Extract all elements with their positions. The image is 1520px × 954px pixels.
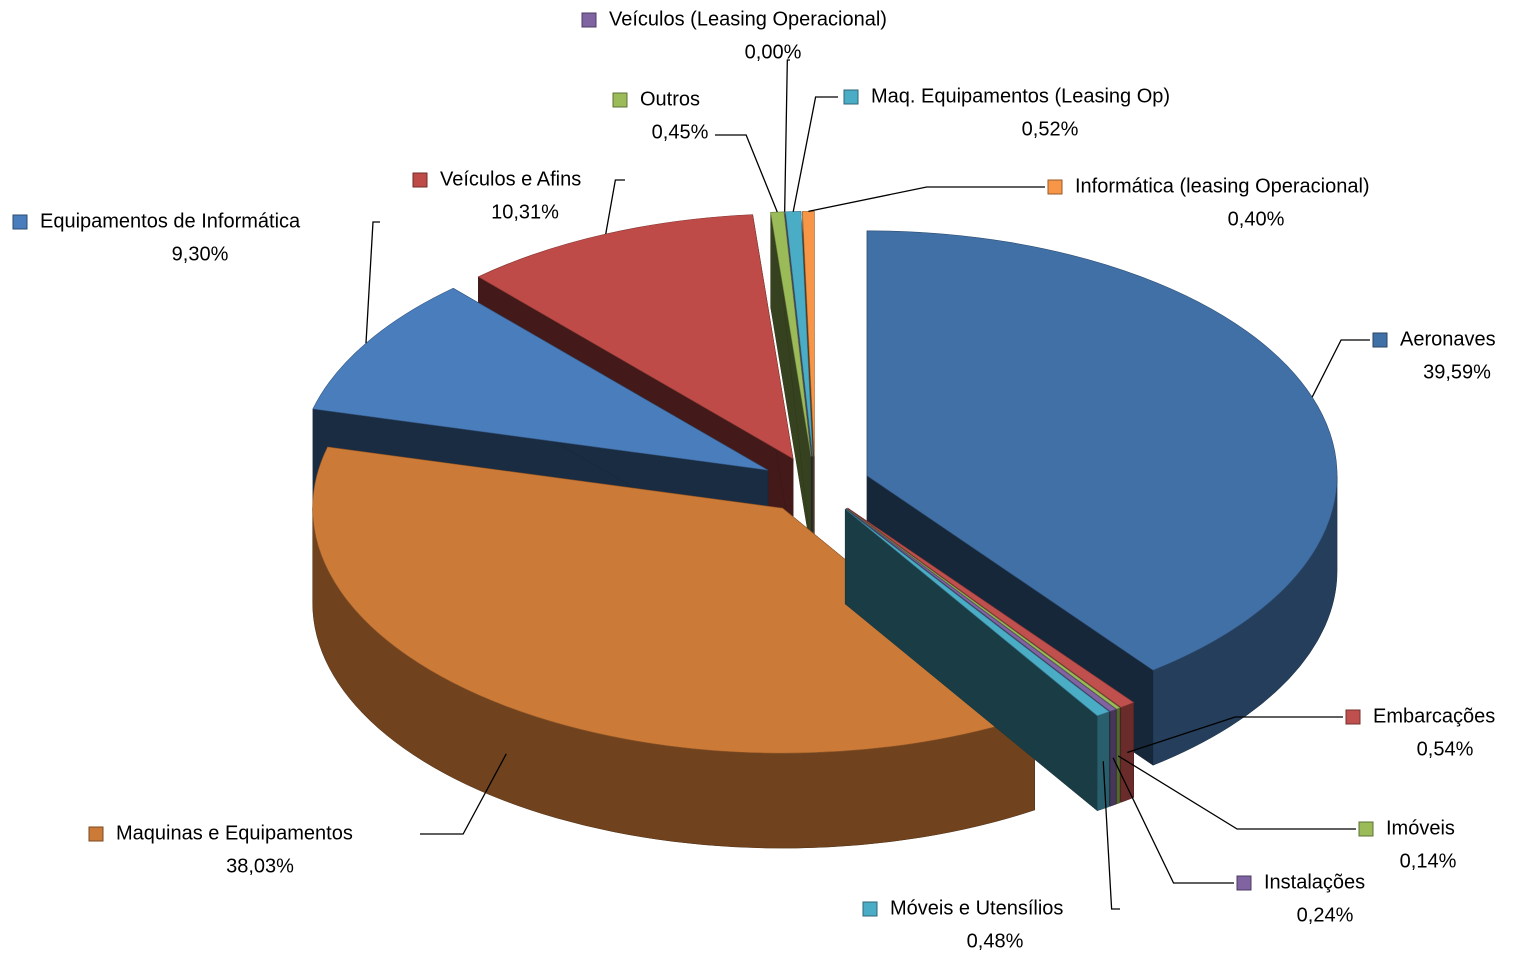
slice xyxy=(845,508,1110,717)
slice-value-label: 0,54% xyxy=(1417,738,1474,760)
pie xyxy=(312,211,1338,849)
slice-value-label: 0,14% xyxy=(1400,850,1457,872)
legend-swatch xyxy=(1047,179,1063,195)
legend-swatch xyxy=(1236,875,1252,891)
leader-line xyxy=(365,221,380,344)
slice-name: Veículos e Afins xyxy=(440,168,581,190)
leader-line xyxy=(1127,716,1343,754)
slice xyxy=(784,211,813,457)
legend-swatch xyxy=(862,901,878,917)
slice-value-label: 0,40% xyxy=(1228,208,1285,230)
slice xyxy=(312,287,769,471)
legend-swatch xyxy=(1358,821,1374,837)
slice-value-label: 0,24% xyxy=(1297,904,1354,926)
slice-value-label: 39,59% xyxy=(1423,361,1491,383)
leader-line xyxy=(1311,339,1370,398)
slice-value-label: 10,31% xyxy=(491,201,559,223)
legend-swatch xyxy=(1372,332,1388,348)
slice-name: Aeronaves xyxy=(1400,328,1496,350)
leader-line xyxy=(605,179,625,235)
slice xyxy=(846,508,1117,712)
leader-line xyxy=(715,134,778,213)
slice-wall xyxy=(1109,708,1117,807)
legend-swatch xyxy=(581,12,597,28)
slice-value-label: 0,48% xyxy=(967,930,1024,952)
slice-wall xyxy=(1097,711,1110,812)
slice xyxy=(847,507,1135,708)
slice xyxy=(785,211,814,457)
legend-swatch xyxy=(612,92,628,108)
slice xyxy=(866,230,1338,671)
slice-name: Outros xyxy=(640,88,700,110)
slice-name: Maquinas e Equipamentos xyxy=(116,822,353,844)
legend-swatch xyxy=(412,172,428,188)
leader-line xyxy=(1102,761,1120,910)
legend-swatch xyxy=(88,826,104,842)
slice xyxy=(477,214,794,460)
slice-name: Imóveis xyxy=(1386,817,1455,839)
slice-name: Equipamentos de Informática xyxy=(40,210,301,232)
slice-name: Veículos (Leasing Operacional) xyxy=(609,8,887,30)
slice-value-label: 0,00% xyxy=(745,41,802,63)
slice-value-label: 0,45% xyxy=(652,121,709,143)
slice xyxy=(846,508,1121,710)
legend-swatch xyxy=(12,214,28,230)
legend-swatch xyxy=(1345,709,1361,725)
slice-name: Embarcações xyxy=(1373,705,1495,727)
slice-value-label: 0,52% xyxy=(1022,118,1079,140)
leader-line xyxy=(784,59,790,212)
slice xyxy=(312,446,1036,754)
legend-swatch xyxy=(843,89,859,105)
leader-line xyxy=(1117,755,1356,830)
slice-name: Informática (leasing Operacional) xyxy=(1075,175,1370,197)
leader-line xyxy=(792,96,838,212)
slice-value-label: 38,03% xyxy=(226,855,294,877)
leader-line xyxy=(1112,757,1234,884)
slice-name: Maq. Equipamentos (Leasing Op) xyxy=(871,85,1170,107)
slice-value-label: 9,30% xyxy=(172,243,229,265)
slice-name: Móveis e Utensílios xyxy=(890,897,1063,919)
leader-line xyxy=(808,186,1045,212)
slice-name: Instalações xyxy=(1264,871,1365,893)
leader-line xyxy=(420,753,507,835)
